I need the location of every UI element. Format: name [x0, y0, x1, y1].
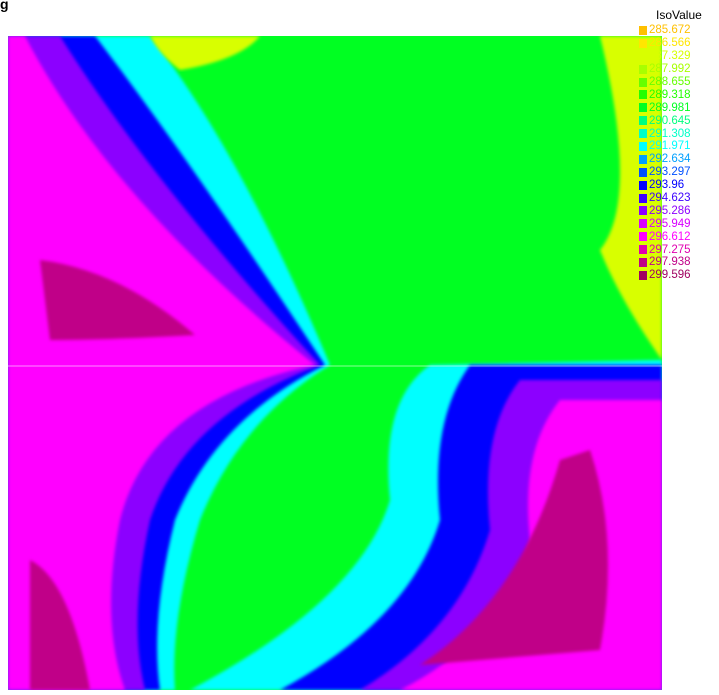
legend-label: 297.275 — [649, 243, 691, 256]
legend-label: 299.596 — [649, 269, 691, 282]
band-top-low — [150, 36, 260, 70]
legend-swatch — [639, 270, 647, 280]
legend-swatch — [639, 25, 647, 35]
legend-swatch — [639, 64, 647, 74]
legend-entry: 289.981 — [639, 101, 691, 114]
legend-label: 287.992 — [649, 63, 691, 76]
legend-entry: 299.596 — [639, 269, 691, 282]
legend-entry: 287.329 — [639, 50, 691, 63]
legend-label: 297.938 — [649, 256, 691, 269]
legend-swatch — [639, 141, 647, 151]
legend-entry: 296.612 — [639, 230, 691, 243]
legend-swatch — [639, 232, 647, 242]
legend-swatch — [639, 77, 647, 87]
legend-label: 295.949 — [649, 217, 691, 230]
legend-entry: 286.566 — [639, 37, 691, 50]
legend-entry: 291.308 — [639, 127, 691, 140]
legend-swatch — [639, 154, 647, 164]
band-left-magenta — [8, 36, 315, 690]
legend-swatch — [639, 38, 647, 48]
legend-entry: 291.971 — [639, 140, 691, 153]
band-left-high-top — [40, 260, 195, 340]
legend-label: 289.981 — [649, 101, 691, 114]
legend-swatch — [639, 129, 647, 139]
legend-entry: 297.938 — [639, 256, 691, 269]
legend-entry: 289.318 — [639, 88, 691, 101]
legend-swatch — [639, 167, 647, 177]
legend-entry: 294.623 — [639, 192, 691, 205]
legend-label: 285.672 — [649, 24, 691, 37]
legend-label: 292.634 — [649, 153, 691, 166]
legend-entry: 285.672 — [639, 24, 691, 37]
legend-swatch — [639, 180, 647, 190]
legend-entry: 297.275 — [639, 243, 691, 256]
legend-entry: 295.949 — [639, 217, 691, 230]
legend-label: 291.308 — [649, 127, 691, 140]
legend-entry: 292.634 — [639, 153, 691, 166]
legend-swatch — [639, 103, 647, 113]
legend-label: 296.612 — [649, 230, 691, 243]
legend-swatch — [639, 219, 647, 229]
panel-label: g — [0, 0, 9, 12]
legend-label: 287.329 — [649, 50, 691, 63]
legend-entry: 290.645 — [639, 114, 691, 127]
legend-entry: 293.96 — [639, 179, 691, 192]
contour-field — [8, 36, 662, 690]
legend-title: IsoValue — [656, 8, 702, 22]
legend: 285.672 286.566 287.329 287.992 288.655 289.3… — [639, 24, 691, 282]
legend-label: 286.566 — [649, 37, 691, 50]
legend-label: 288.655 — [649, 76, 691, 88]
legend-swatch — [639, 206, 647, 216]
legend-swatch — [639, 193, 647, 203]
legend-label: 290.645 — [649, 114, 691, 127]
legend-swatch — [639, 90, 647, 100]
legend-label: 295.286 — [649, 204, 691, 217]
legend-swatch — [639, 116, 647, 126]
legend-label: 293.297 — [649, 166, 691, 179]
legend-entry: 288.655 — [639, 76, 691, 89]
legend-label: 289.318 — [649, 88, 691, 101]
legend-swatch — [639, 257, 647, 267]
legend-entry: 287.992 — [639, 63, 691, 76]
legend-label: 291.971 — [649, 140, 691, 153]
legend-swatch — [639, 51, 647, 61]
band-right-high — [420, 450, 608, 665]
legend-label: 294.623 — [649, 192, 691, 205]
legend-swatch — [639, 245, 647, 255]
legend-entry: 293.297 — [639, 166, 691, 179]
legend-entry: 295.286 — [639, 204, 691, 217]
legend-label: 293.96 — [649, 179, 685, 192]
band-left-high-bottom — [30, 560, 90, 690]
